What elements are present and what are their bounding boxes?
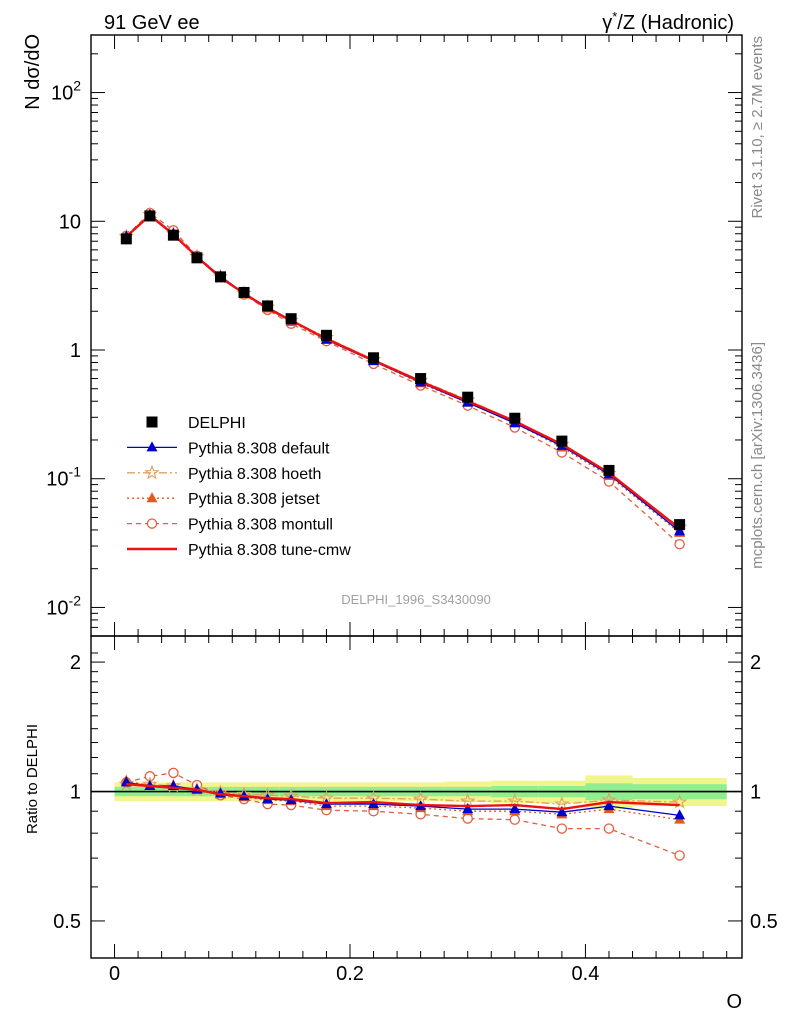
main-point-data [415, 373, 427, 385]
ratio-point-default [509, 803, 521, 814]
header-right-gamma: γ [602, 12, 612, 34]
ratio-y-tick-label-right: 2 [750, 652, 761, 674]
main-point-default [674, 525, 686, 536]
main-point-data [603, 464, 615, 476]
ratio-y-tick-label-right: 1 [750, 782, 761, 804]
ratio-point-montull [462, 813, 473, 824]
legend-item-data: DELPHI [146, 415, 246, 432]
ratio-series-line-montull [126, 772, 680, 857]
ratio-point-montull [556, 823, 568, 834]
watermark-label: DELPHI_1996_S3430090 [341, 592, 491, 607]
ratio-point-montull [168, 767, 179, 779]
main-point-data [191, 252, 203, 264]
ratio-y-tick-label-right: 0.5 [750, 911, 778, 933]
legend-item-cmw: Pythia 8.308 tune-cmw [127, 542, 351, 559]
legend-label-montull: Pythia 8.308 montull [188, 517, 333, 534]
ratio-ylabel: Ratio to DELPHI [24, 724, 41, 834]
ratio-panel-frame [90, 635, 743, 959]
legend-marker-jetset [146, 492, 158, 503]
rivet-label: Rivet 3.1.10, ≥ 2.7M events [749, 36, 766, 219]
legend-label-hoeth: Pythia 8.308 hoeth [188, 466, 321, 483]
legend-marker-hoeth [144, 464, 160, 480]
main-point-data [238, 286, 250, 298]
main-series-line-cmw [125, 214, 681, 530]
ratio-point-default [556, 806, 568, 817]
ratio-point-default [462, 803, 474, 814]
main-point-montull [674, 538, 685, 550]
legend-item-montull: Pythia 8.308 montull [127, 517, 333, 534]
ratio-series-line-cmw [126, 783, 680, 811]
main-y-tick-label: 1 [70, 340, 81, 362]
main-point-data [144, 210, 156, 222]
ratio-point-montull [509, 814, 521, 825]
legend-label-default: Pythia 8.308 default [188, 440, 330, 457]
ratio-y-tick-label: 2 [70, 652, 81, 674]
legend-marker-data [146, 416, 158, 428]
legend-label-jetset: Pythia 8.308 jetset [188, 491, 320, 508]
main-y-tick-label: 10 [59, 211, 81, 233]
ratio-point-default [603, 800, 615, 811]
x-tick-label: 0.4 [572, 963, 600, 985]
main-point-data [262, 300, 274, 312]
main-point-data [167, 229, 179, 241]
main-ylabel: N dσ/dO [22, 34, 44, 110]
main-y-tick-label: 10-2 [46, 592, 81, 619]
x-tick-label: 0.2 [336, 963, 364, 985]
main-point-data [674, 519, 686, 531]
x-axis-label: O [726, 991, 742, 1013]
main-point-data [214, 271, 226, 283]
legend-item-jetset: Pythia 8.308 jetset [127, 491, 320, 508]
main-y-tick-label: 10-1 [46, 464, 81, 491]
main-series-line-montull [125, 212, 681, 545]
main-point-data [556, 435, 568, 447]
header-right-star: * [612, 9, 617, 24]
main-point-data [285, 313, 297, 325]
main-point-data [509, 412, 521, 424]
legend-item-default: Pythia 8.308 default [127, 440, 330, 457]
ratio-point-montull [603, 823, 615, 834]
ratio-point-hoeth [118, 776, 135, 791]
legend-marker-default [146, 441, 158, 452]
header-right: γ*/Z (Hadronic) [602, 9, 734, 34]
header-right-rest: /Z (Hadronic) [617, 12, 734, 34]
main-point-data [320, 329, 332, 341]
legend-item-hoeth: Pythia 8.308 hoeth [127, 464, 321, 483]
mcplots-label: mcplots.cern.ch [arXiv:1306.3436] [749, 342, 766, 569]
header-left: 91 GeV ee [104, 12, 200, 34]
ratio-point-default [674, 809, 686, 820]
legend-label-data: DELPHI [188, 415, 246, 432]
ratio-y-tick-label: 1 [70, 782, 81, 804]
main-point-data [120, 233, 132, 245]
main-point-data [368, 352, 380, 364]
x-tick-label: 0 [109, 963, 120, 985]
legend-label-cmw: Pythia 8.308 tune-cmw [188, 542, 351, 559]
main-point-data [462, 391, 474, 403]
legend-marker-montull [146, 518, 158, 529]
ratio-y-tick-label: 0.5 [53, 911, 81, 933]
main-y-tick-label: 102 [51, 78, 81, 105]
ratio-point-montull [674, 850, 685, 861]
